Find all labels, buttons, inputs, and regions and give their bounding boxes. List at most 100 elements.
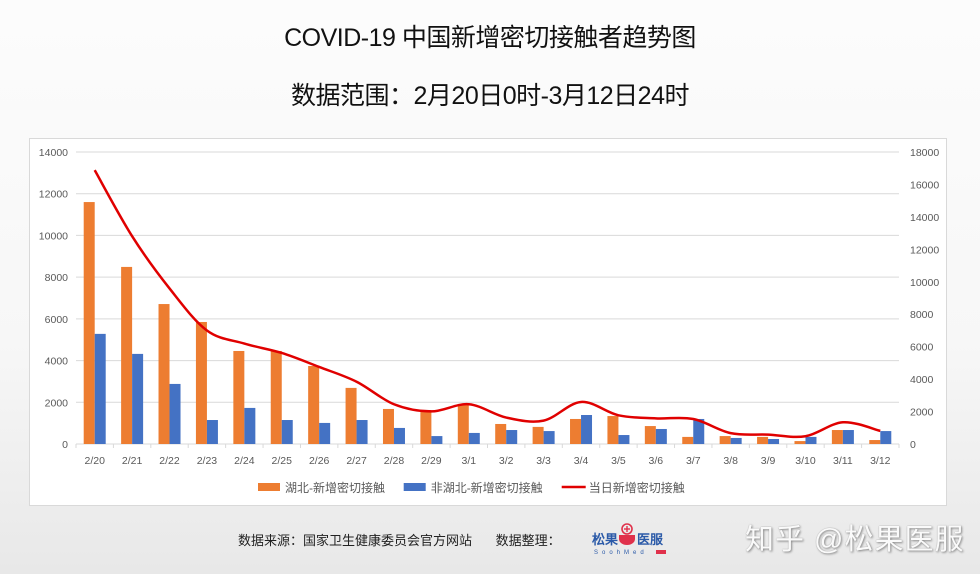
bar-hubei (83, 202, 95, 444)
bar-hubei (158, 304, 170, 444)
bar-hubei (382, 408, 394, 444)
chart-title: COVID-19 中国新增密切接触者趋势图 (284, 24, 696, 52)
svg-text:4000: 4000 (45, 356, 69, 368)
bar-non-hubei (319, 422, 331, 444)
svg-text:3/3: 3/3 (536, 455, 551, 467)
bar-hubei (420, 410, 432, 444)
svg-text:3/7: 3/7 (686, 455, 701, 467)
bar-hubei (308, 365, 320, 444)
svg-text:2/27: 2/27 (346, 455, 367, 467)
svg-text:2/29: 2/29 (421, 455, 442, 467)
bar-non-hubei (431, 436, 443, 444)
svg-text:3/8: 3/8 (723, 455, 738, 467)
svg-text:8000: 8000 (910, 309, 934, 321)
brand-logo: 松果 医服 SoohMed (590, 520, 670, 560)
bar-non-hubei (655, 428, 667, 444)
chart-subtitle: 数据范围：2月20日0时-3月12日24时 (291, 82, 689, 110)
svg-text:3/1: 3/1 (461, 455, 476, 467)
svg-text:2/26: 2/26 (309, 455, 330, 467)
svg-text:2/21: 2/21 (122, 455, 143, 467)
chart-card: 0 2000 4000 6000 8000 10000 12000 14000 0 2000 400… (29, 138, 947, 506)
bar-non-hubei (94, 333, 106, 444)
data-source: 数据来源：国家卫生健康委员会官方网站 (238, 533, 473, 548)
bar-non-hubei (132, 353, 144, 444)
svg-text:2/22: 2/22 (159, 455, 180, 467)
svg-text:0: 0 (62, 439, 68, 451)
bar-hubei (121, 266, 133, 444)
svg-text:6000: 6000 (910, 342, 934, 354)
svg-text:12000: 12000 (910, 244, 939, 256)
bar-non-hubei (206, 420, 218, 444)
bar-non-hubei (543, 431, 555, 444)
watermark: 知乎 @松果医服 (745, 524, 965, 556)
bar-hubei (644, 426, 656, 444)
line-total (93, 169, 881, 439)
bar-non-hubei (768, 438, 780, 444)
bar-hubei (495, 423, 507, 444)
legend-hubei: 湖北-新增密切接触 (285, 480, 385, 495)
bar-hubei (195, 321, 207, 444)
svg-text:3/5: 3/5 (611, 455, 626, 467)
bar-non-hubei (281, 420, 293, 444)
svg-text:3/4: 3/4 (574, 455, 589, 467)
bar-non-hubei (169, 383, 181, 444)
bar-hubei (570, 418, 582, 444)
svg-text:2000: 2000 (910, 407, 934, 419)
legend-total: 当日新增密切接触 (589, 480, 685, 495)
logo-cup-icon (619, 523, 635, 545)
bar-hubei (270, 350, 282, 444)
legend-non-hubei: 非湖北-新增密切接触 (431, 480, 543, 495)
svg-text:2/24: 2/24 (234, 455, 255, 467)
bar-hubei (831, 430, 843, 444)
bar-hubei (345, 387, 357, 444)
compiled-by-label: 数据整理： (495, 533, 561, 548)
bar-hubei (719, 436, 731, 444)
svg-text:10000: 10000 (39, 230, 68, 242)
svg-text:2/28: 2/28 (384, 455, 405, 467)
bar-non-hubei (693, 418, 705, 444)
footer: 数据来源：国家卫生健康委员会官方网站 数据整理： (238, 530, 581, 549)
bar-hubei (869, 440, 881, 444)
logo-subtext: SoohMed (594, 550, 648, 556)
svg-text:6000: 6000 (45, 314, 69, 326)
bar-hubei (532, 426, 544, 444)
svg-text:2/25: 2/25 (272, 455, 293, 467)
svg-text:2000: 2000 (45, 397, 69, 409)
bar-non-hubei (506, 430, 518, 444)
svg-text:16000: 16000 (910, 179, 939, 191)
svg-text:3/9: 3/9 (761, 455, 776, 467)
bar-non-hubei (468, 432, 480, 444)
logo-text-right: 医服 (637, 532, 664, 547)
svg-text:14000: 14000 (39, 147, 68, 159)
bar-non-hubei (880, 431, 892, 444)
bar-hubei (233, 350, 245, 444)
svg-text:3/11: 3/11 (833, 455, 853, 467)
bar-hubei (794, 441, 806, 444)
svg-text:10000: 10000 (910, 277, 939, 289)
svg-text:3/10: 3/10 (795, 455, 816, 467)
bar-non-hubei (356, 420, 368, 444)
bar-hubei (457, 403, 469, 444)
chart-plot: 0 2000 4000 6000 8000 10000 12000 14000 0 2000 400… (39, 147, 940, 495)
svg-text:2/23: 2/23 (197, 455, 218, 467)
svg-text:3/6: 3/6 (649, 455, 664, 467)
bar-non-hubei (730, 437, 742, 444)
bar-non-hubei (393, 427, 405, 444)
svg-text:0: 0 (910, 439, 916, 451)
logo-text-left: 松果 (592, 532, 618, 547)
svg-text:3/12: 3/12 (870, 455, 891, 467)
svg-text:4000: 4000 (910, 374, 934, 386)
bar-non-hubei (581, 415, 593, 444)
bar-hubei (757, 436, 769, 444)
svg-text:2/20: 2/20 (84, 455, 105, 467)
bar-non-hubei (618, 435, 630, 444)
svg-text:18000: 18000 (910, 147, 939, 159)
svg-text:12000: 12000 (39, 189, 68, 201)
svg-text:14000: 14000 (910, 212, 939, 224)
svg-text:3/2: 3/2 (499, 455, 514, 467)
bar-non-hubei (805, 436, 817, 444)
svg-text:8000: 8000 (45, 272, 69, 284)
bar-hubei (607, 416, 619, 444)
bar-non-hubei (842, 430, 854, 444)
bar-hubei (682, 436, 694, 444)
